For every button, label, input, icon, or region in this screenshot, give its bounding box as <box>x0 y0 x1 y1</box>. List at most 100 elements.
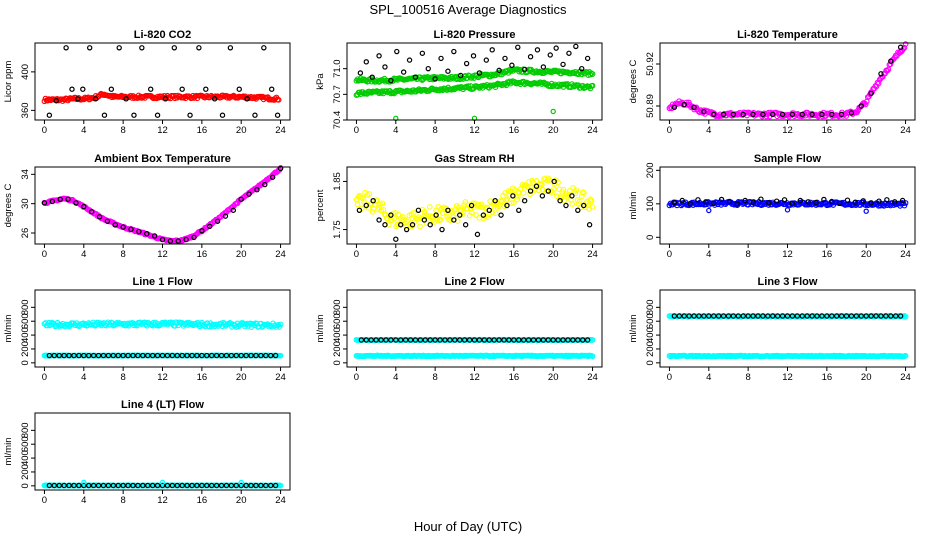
data-point <box>208 482 215 489</box>
y-axis-label: kPa <box>315 73 326 90</box>
data-point <box>222 213 229 219</box>
data-point <box>720 313 727 319</box>
data-point <box>508 200 515 206</box>
data-point <box>140 482 146 489</box>
data-point <box>376 53 382 59</box>
data-point <box>734 201 741 207</box>
data-point <box>779 313 786 319</box>
data-point <box>398 222 404 228</box>
data-point <box>492 197 498 204</box>
data-point <box>277 165 284 172</box>
data-point <box>56 352 62 359</box>
x-tick-label: 20 <box>861 372 872 383</box>
data-point <box>131 95 138 101</box>
plot-frame <box>34 412 291 491</box>
data-point <box>382 64 388 70</box>
data-point <box>550 108 556 115</box>
data-point <box>711 111 717 118</box>
series-sampled <box>671 196 906 207</box>
data-point <box>557 194 564 201</box>
data-point <box>478 201 485 208</box>
data-point <box>546 177 553 183</box>
x-tick-label: 24 <box>275 125 286 136</box>
data-point <box>573 187 580 194</box>
data-point <box>363 337 369 343</box>
data-point <box>527 188 534 194</box>
x-tick-label: 12 <box>469 249 480 260</box>
data-point <box>720 111 727 118</box>
data-point <box>174 482 180 489</box>
x-tick-label: 16 <box>822 372 833 383</box>
data-point <box>750 313 756 319</box>
data-point <box>701 108 707 115</box>
data-point <box>858 313 864 319</box>
data-point <box>789 313 796 319</box>
y-axis-label: Licor ppm <box>3 61 14 103</box>
data-point <box>228 352 235 359</box>
data-point <box>403 226 410 233</box>
data-point <box>492 210 499 217</box>
x-tick-label: 24 <box>900 372 911 383</box>
data-point <box>498 212 504 218</box>
data-point <box>470 53 477 59</box>
data-point <box>671 104 678 111</box>
data-point <box>44 322 51 329</box>
x-tick-label: 4 <box>81 372 86 383</box>
data-point <box>410 210 417 216</box>
data-point <box>269 86 275 92</box>
data-point <box>819 313 825 319</box>
x-tick-label: 4 <box>706 372 711 383</box>
data-point <box>219 112 226 118</box>
data-point <box>233 482 239 489</box>
x-tick-label: 8 <box>120 249 125 260</box>
data-point <box>725 313 732 319</box>
panel-6: Sample Flow 0 4 8 12 16 20 24 0 100 200 ml/min <box>628 153 916 260</box>
data-point <box>868 313 874 319</box>
data-point <box>268 482 274 489</box>
data-point <box>274 112 281 118</box>
data-point <box>368 337 374 343</box>
series-box-temperature <box>41 165 284 245</box>
data-point <box>902 41 909 47</box>
y-tick-label: 800 <box>20 422 31 438</box>
data-point <box>884 67 891 74</box>
x-tick-label: 12 <box>782 249 793 260</box>
data-point <box>545 188 551 194</box>
series-outliers <box>393 108 556 121</box>
data-point <box>41 200 48 206</box>
x-tick-label: 24 <box>900 249 911 260</box>
data-point <box>474 231 481 238</box>
x-tick-label: 8 <box>432 249 437 260</box>
series-cell-temperature <box>666 41 909 120</box>
x-tick-label: 8 <box>432 372 437 383</box>
data-point <box>821 196 827 203</box>
x-tick-label: 20 <box>548 372 559 383</box>
data-point <box>120 482 126 489</box>
x-tick-label: 4 <box>393 372 398 383</box>
figure-title: SPL_100516 Average Diagnostics <box>369 2 567 17</box>
x-tick-label: 8 <box>745 372 750 383</box>
data-point <box>770 111 776 118</box>
data-point <box>238 352 244 359</box>
data-point <box>735 313 742 319</box>
data-point <box>876 198 882 204</box>
data-point <box>86 352 92 359</box>
data-point <box>504 202 510 209</box>
data-point <box>730 111 737 118</box>
data-point <box>100 352 107 359</box>
data-point <box>398 337 404 343</box>
x-tick-label: 20 <box>236 495 247 506</box>
data-point <box>151 233 158 239</box>
data-point <box>177 238 184 244</box>
data-point <box>96 214 103 220</box>
panel-title: Ambient Box Temperature <box>94 153 231 165</box>
data-point <box>162 96 169 102</box>
data-point <box>740 111 746 118</box>
data-point <box>586 222 593 228</box>
y-axis-label: ml/min <box>628 192 639 220</box>
data-point <box>784 207 791 213</box>
data-point <box>204 352 210 359</box>
